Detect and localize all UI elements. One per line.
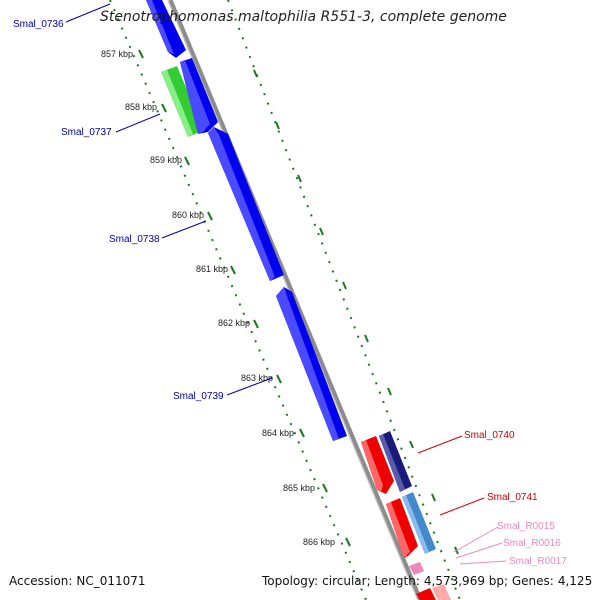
gene-label-smal-r0016[interactable]: Smal_R0016: [503, 538, 561, 549]
gene-label-smal-0741[interactable]: Smal_0741: [487, 492, 538, 503]
gene-feature-bottom-red[interactable]: [416, 588, 436, 600]
scale-tick-label: 859 kbp: [150, 155, 182, 165]
accession-value: NC_011071: [76, 574, 146, 588]
scale-ticks-right: [253, 69, 459, 555]
scale-tick-labels: 857 kbp 858 kbp 859 kbp 860 kbp 861 kbp …: [101, 49, 335, 547]
genome-stats: Topology: circular; Length: 4,573,969 bp; …: [262, 574, 592, 588]
gene-feature-rna-pink[interactable]: [409, 562, 424, 575]
gene-feature-bottom-pink[interactable]: [432, 584, 451, 600]
accession-label: Accession:: [9, 574, 73, 588]
scale-tick-label: 864 kbp: [262, 428, 294, 438]
stats-separator: ;: [366, 574, 375, 588]
genes-label: Genes:: [511, 574, 554, 588]
gene-feature-smal-0737-shade: [161, 70, 193, 137]
scale-tick-label: 866 kbp: [303, 537, 335, 547]
length-value: 4,573,969 bp: [423, 574, 505, 588]
scale-tick-label: 857 kbp: [101, 49, 133, 59]
gene-label-smal-0737[interactable]: Smal_0737: [61, 127, 112, 138]
scale-tick-label: 865 kbp: [283, 483, 315, 493]
gene-feature-blue-small-shade: [180, 60, 210, 134]
gene-feature-smal-0738-shade: [208, 127, 275, 281]
accession-info: Accession: NC_011071: [9, 574, 146, 588]
scale-tick-label: 862 kbp: [218, 318, 250, 328]
scale-ticks-left: [138, 49, 351, 547]
scale-tick-label: 863 kbp: [241, 373, 273, 383]
gene-feature-smal-0740-shade: [361, 440, 383, 492]
topology-value: circular: [322, 574, 367, 588]
gene-feature-smal-0736-shade: [146, 0, 174, 54]
gene-label-smal-0738[interactable]: Smal_0738: [109, 234, 160, 245]
scale-dotted-line-left: [109, 0, 367, 600]
gene-feature-steel-blue-shade: [402, 495, 429, 554]
gene-label-smal-r0017[interactable]: Smal_R0017: [509, 556, 567, 567]
genes-value: 4,125: [557, 574, 593, 588]
topology-label: Topology:: [262, 574, 319, 588]
gene-label-smal-0736[interactable]: Smal_0736: [13, 19, 64, 30]
gene-label-smal-0740[interactable]: Smal_0740: [464, 430, 515, 441]
scale-tick-label: 858 kbp: [125, 102, 157, 112]
scale-tick-label: 861 kbp: [196, 264, 228, 274]
gene-feature-dark-navy-shade: [379, 434, 405, 492]
gene-feature-smal-0741-shade: [386, 502, 410, 558]
scale-tick-label: 860 kbp: [172, 210, 204, 220]
scale-dotted-line-right: [227, 0, 461, 600]
gene-label-smal-r0015[interactable]: Smal_R0015: [497, 521, 555, 532]
label-leader-lines: [65, 3, 507, 565]
gene-label-smal-0739[interactable]: Smal_0739: [173, 391, 224, 402]
gene-feature-smal-0739-shade: [276, 287, 339, 441]
stats-separator: ;: [504, 574, 512, 588]
genome-title: Stenotrophomonas maltophilia R551-3, com…: [100, 9, 507, 25]
length-label: Length:: [374, 574, 420, 588]
